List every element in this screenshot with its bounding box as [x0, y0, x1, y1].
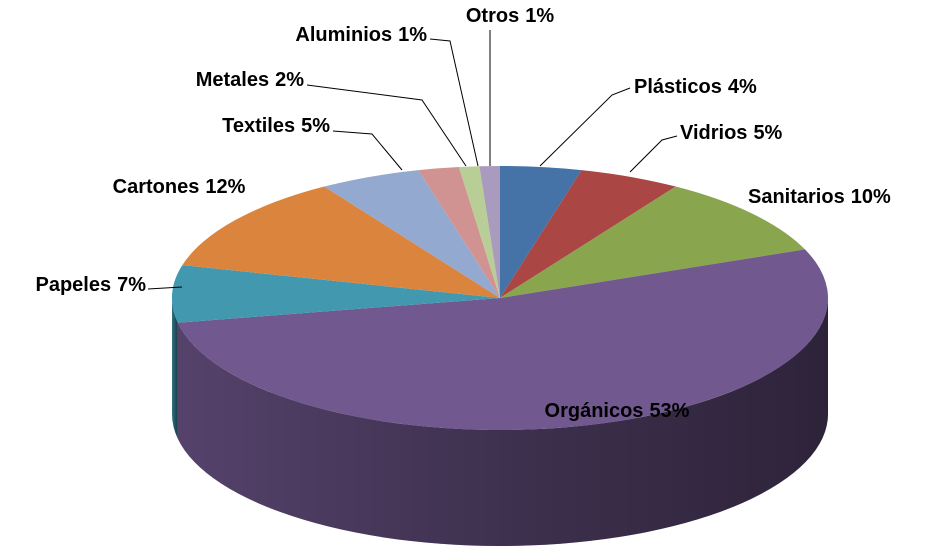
label-category: Papeles: [35, 274, 111, 296]
slice: [479, 166, 500, 298]
slice-side-shade: [172, 298, 178, 439]
leader-line: [332, 130, 403, 171]
slice: [182, 186, 500, 298]
label-category: Cartones: [113, 176, 200, 198]
label-value: 1%: [525, 5, 554, 27]
slice-side-shade: [177, 298, 828, 546]
slice: [172, 265, 500, 323]
data-label: Vidrios 5%: [680, 122, 783, 144]
leader-line: [306, 84, 467, 167]
label-value: 10%: [851, 186, 891, 208]
label-category: Aluminios: [295, 24, 392, 46]
leader-line: [629, 135, 678, 173]
slice: [500, 186, 805, 298]
leader-line: [539, 87, 631, 167]
data-label: Textiles 5%: [222, 115, 330, 137]
slice: [500, 166, 582, 298]
label-category: Textiles: [222, 115, 295, 137]
slice: [418, 167, 500, 298]
data-label: Otros 1%: [466, 5, 554, 27]
leader-line: [147, 286, 183, 290]
label-value: 53%: [649, 400, 689, 422]
slice: [324, 170, 500, 298]
label-category: Plásticos: [634, 76, 722, 98]
label-value: 12%: [205, 176, 245, 198]
slice: [458, 166, 500, 298]
label-category: Orgánicos: [545, 400, 644, 422]
label-category: Vidrios: [680, 122, 747, 144]
label-category: Otros: [466, 5, 519, 27]
data-label: Papeles 7%: [35, 274, 146, 296]
label-value: 4%: [728, 76, 757, 98]
label-category: Metales: [196, 69, 269, 91]
data-label: Sanitarios 10%: [748, 186, 891, 208]
data-label: Orgánicos 53%: [545, 400, 690, 422]
data-label: Cartones 12%: [113, 176, 246, 198]
label-value: 7%: [117, 274, 146, 296]
slice: [177, 249, 829, 431]
label-value: 5%: [301, 115, 330, 137]
data-label: Aluminios 1%: [295, 24, 427, 46]
label-value: 1%: [398, 24, 427, 46]
label-category: Sanitarios: [748, 186, 845, 208]
data-label: Plásticos 4%: [634, 76, 757, 98]
data-label: Metales 2%: [196, 69, 304, 91]
label-value: 2%: [275, 69, 304, 91]
label-value: 5%: [753, 122, 782, 144]
leader-line: [429, 38, 479, 167]
slice: [500, 170, 676, 298]
